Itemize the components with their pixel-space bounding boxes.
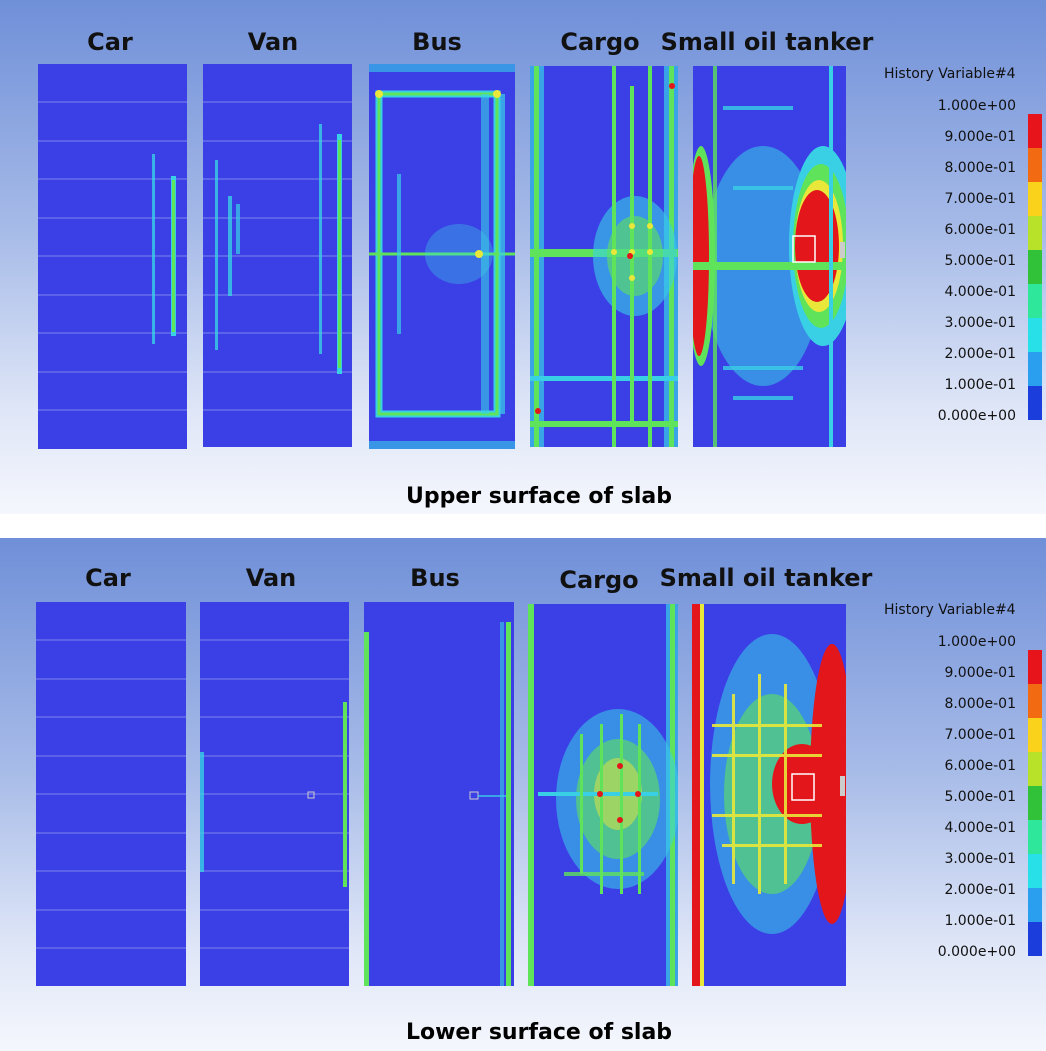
legend-swatch-red bbox=[1028, 650, 1042, 684]
legend-swatch-red bbox=[1028, 114, 1042, 148]
legend-tick: 6.000e-01 bbox=[944, 758, 1016, 774]
upper-slab-cargo-contour bbox=[530, 66, 678, 447]
upper-slab-tanker-contour bbox=[693, 66, 846, 447]
lower-legend: History Variable#4 1.000e+00 9.000e-01 8… bbox=[880, 602, 1046, 962]
upper-label-small-oil-tanker: Small oil tanker bbox=[660, 28, 874, 56]
lower-label-small-oil-tanker: Small oil tanker bbox=[659, 564, 873, 592]
legend-tick: 9.000e-01 bbox=[944, 665, 1016, 681]
legend-tick: 2.000e-01 bbox=[944, 346, 1016, 362]
lower-panel: Car Van Bus Cargo Small oil tanker bbox=[0, 538, 1046, 1051]
lower-slab-bus bbox=[364, 602, 514, 986]
legend-swatch-aqua bbox=[1028, 284, 1042, 318]
legend-swatch-cyan bbox=[1028, 318, 1042, 352]
upper-slab-bus-contour bbox=[369, 64, 515, 449]
legend-tick: 4.000e-01 bbox=[944, 820, 1016, 836]
upper-caption: Upper surface of slab bbox=[405, 484, 673, 509]
lower-label-car: Car bbox=[85, 564, 131, 592]
lower-label-van: Van bbox=[245, 564, 297, 592]
upper-legend-title: History Variable#4 bbox=[884, 66, 1016, 82]
lower-slab-bus-contour bbox=[364, 602, 514, 986]
upper-legend-bar bbox=[1028, 114, 1042, 420]
legend-tick: 3.000e-01 bbox=[944, 851, 1016, 867]
upper-label-van: Van bbox=[247, 28, 299, 56]
legend-tick: 9.000e-01 bbox=[944, 129, 1016, 145]
legend-tick: 7.000e-01 bbox=[944, 191, 1016, 207]
legend-swatch-orange bbox=[1028, 684, 1042, 718]
legend-tick: 8.000e-01 bbox=[944, 160, 1016, 176]
legend-tick: 1.000e+00 bbox=[937, 634, 1016, 650]
upper-slab-bus bbox=[369, 64, 515, 449]
legend-tick: 6.000e-01 bbox=[944, 222, 1016, 238]
legend-swatch-cyan bbox=[1028, 854, 1042, 888]
legend-swatch-blue bbox=[1028, 386, 1042, 420]
lower-legend-bar bbox=[1028, 650, 1042, 956]
legend-swatch-orange bbox=[1028, 148, 1042, 182]
legend-swatch-lightblue bbox=[1028, 352, 1042, 386]
lower-caption: Lower surface of slab bbox=[405, 1020, 673, 1045]
legend-tick: 3.000e-01 bbox=[944, 315, 1016, 331]
upper-label-car: Car bbox=[87, 28, 133, 56]
lower-label-bus: Bus bbox=[410, 564, 460, 592]
legend-tick: 1.000e+00 bbox=[937, 98, 1016, 114]
lower-slab-cargo-contour bbox=[528, 604, 678, 986]
legend-tick: 1.000e-01 bbox=[944, 377, 1016, 393]
legend-tick: 5.000e-01 bbox=[944, 253, 1016, 269]
lower-slab-van-contour bbox=[200, 602, 349, 986]
upper-panel: Car Van Bus Cargo Small oil tanker bbox=[0, 0, 1046, 514]
lower-label-cargo: Cargo bbox=[559, 566, 639, 594]
legend-tick: 0.000e+00 bbox=[937, 944, 1016, 960]
upper-slab-cargo bbox=[530, 66, 678, 447]
lower-slab-small-oil-tanker bbox=[692, 604, 846, 986]
lower-slab-cargo bbox=[528, 604, 678, 986]
upper-label-cargo: Cargo bbox=[560, 28, 640, 56]
legend-tick: 4.000e-01 bbox=[944, 284, 1016, 300]
upper-legend: History Variable#4 1.000e+00 9.000e-01 8… bbox=[880, 66, 1046, 426]
lower-legend-title: History Variable#4 bbox=[884, 602, 1016, 618]
legend-swatch-aqua bbox=[1028, 820, 1042, 854]
lower-slab-car bbox=[36, 602, 186, 986]
legend-swatch-blue bbox=[1028, 922, 1042, 956]
legend-tick: 1.000e-01 bbox=[944, 913, 1016, 929]
legend-tick: 5.000e-01 bbox=[944, 789, 1016, 805]
lower-slab-van bbox=[200, 602, 349, 986]
legend-tick: 2.000e-01 bbox=[944, 882, 1016, 898]
lower-slab-tanker-contour bbox=[692, 604, 846, 986]
upper-slab-car bbox=[38, 64, 187, 449]
legend-swatch-lightblue bbox=[1028, 888, 1042, 922]
legend-swatch-yellow bbox=[1028, 718, 1042, 752]
upper-label-bus: Bus bbox=[412, 28, 462, 56]
legend-swatch-yellowgreen bbox=[1028, 752, 1042, 786]
legend-swatch-yellow bbox=[1028, 182, 1042, 216]
lower-slab-car-contour bbox=[36, 602, 186, 986]
upper-slab-car-contour bbox=[38, 64, 187, 449]
legend-tick: 0.000e+00 bbox=[937, 408, 1016, 424]
legend-swatch-yellowgreen bbox=[1028, 216, 1042, 250]
upper-slab-van bbox=[203, 64, 352, 447]
legend-tick: 7.000e-01 bbox=[944, 727, 1016, 743]
legend-tick: 8.000e-01 bbox=[944, 696, 1016, 712]
upper-slab-small-oil-tanker bbox=[693, 66, 846, 447]
legend-swatch-green bbox=[1028, 786, 1042, 820]
upper-slab-van-contour bbox=[203, 64, 352, 447]
legend-swatch-green bbox=[1028, 250, 1042, 284]
